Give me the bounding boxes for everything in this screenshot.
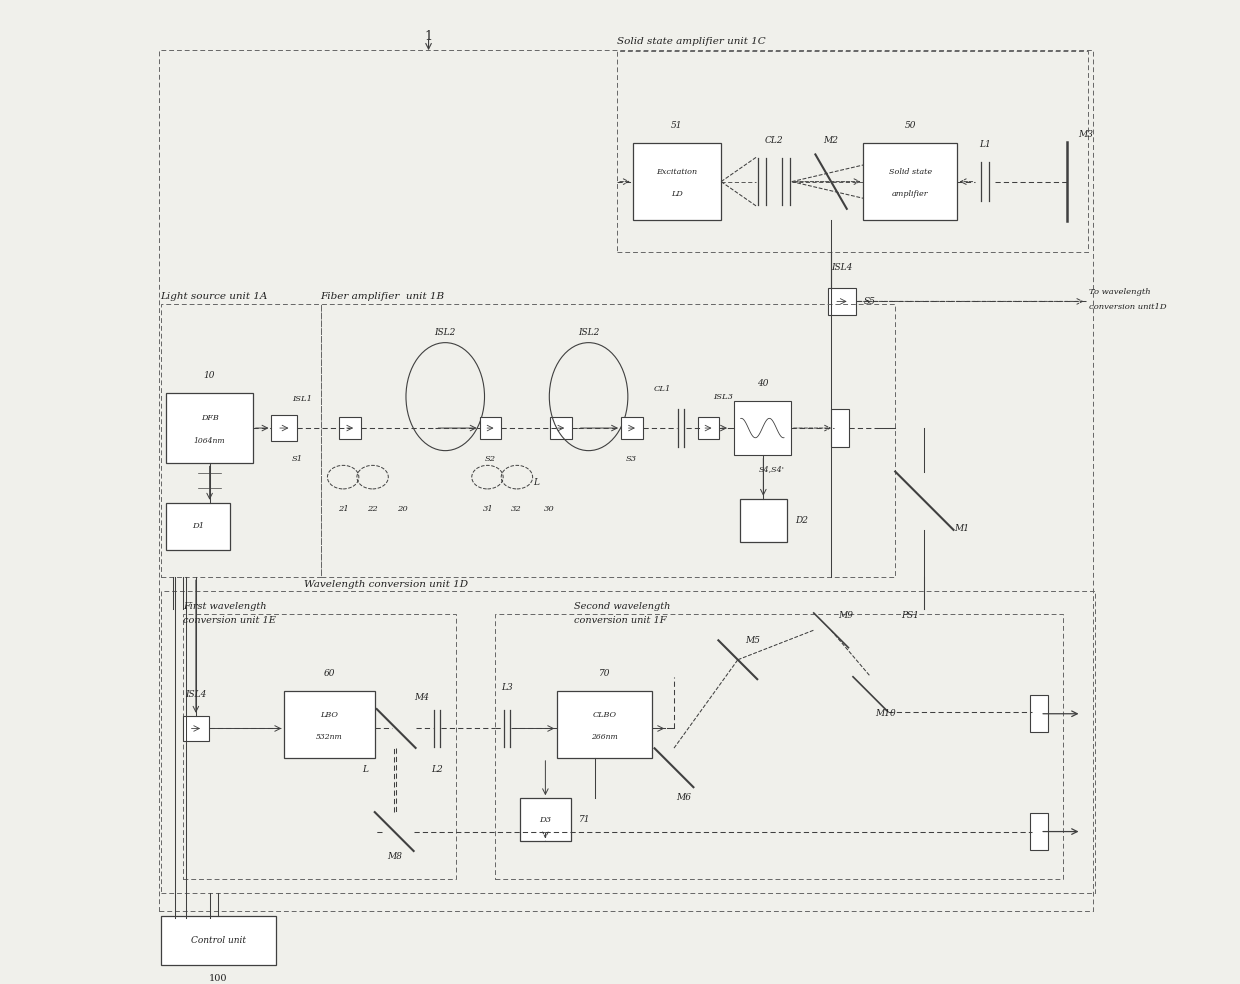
Bar — [698, 417, 719, 439]
Bar — [160, 304, 321, 578]
Text: 60: 60 — [324, 669, 335, 678]
Text: M4: M4 — [414, 693, 429, 702]
Bar — [340, 417, 361, 439]
Text: DFB: DFB — [201, 414, 218, 422]
Bar — [831, 409, 848, 447]
Text: To wavelength: To wavelength — [1089, 287, 1151, 295]
Text: 40: 40 — [756, 380, 768, 389]
Text: L2: L2 — [432, 766, 443, 774]
Bar — [284, 691, 374, 758]
Text: L1: L1 — [980, 140, 991, 149]
Text: 70: 70 — [599, 669, 610, 678]
Text: PS1: PS1 — [900, 611, 919, 620]
Bar — [740, 499, 787, 542]
Bar — [621, 417, 642, 439]
Text: 100: 100 — [210, 974, 228, 983]
Text: conversion unit 1E: conversion unit 1E — [184, 616, 277, 625]
Text: ISL4: ISL4 — [831, 263, 853, 272]
Text: 32: 32 — [511, 505, 521, 513]
Text: 10: 10 — [203, 371, 216, 380]
Text: Excitation: Excitation — [656, 168, 698, 176]
Text: CLBO: CLBO — [593, 710, 616, 718]
Bar — [184, 614, 456, 879]
Text: 1064nm: 1064nm — [193, 437, 226, 445]
Text: 51: 51 — [671, 121, 683, 130]
Text: amplifier: amplifier — [892, 190, 929, 199]
Bar — [159, 50, 1094, 911]
Text: First wavelength: First wavelength — [184, 602, 267, 611]
Text: Wavelength conversion unit 1D: Wavelength conversion unit 1D — [304, 580, 467, 588]
Bar — [734, 401, 791, 455]
Text: S5: S5 — [863, 297, 875, 306]
Text: Solid state amplifier unit 1C: Solid state amplifier unit 1C — [618, 36, 766, 45]
Text: ISL4: ISL4 — [185, 690, 207, 699]
Bar — [166, 393, 253, 463]
Bar — [632, 144, 722, 219]
Bar — [557, 691, 652, 758]
Text: 22: 22 — [367, 505, 378, 513]
Text: S1: S1 — [293, 456, 304, 463]
Text: 31: 31 — [484, 505, 494, 513]
Text: M5: M5 — [745, 636, 760, 645]
Bar — [160, 916, 277, 965]
Text: LD: LD — [671, 190, 683, 199]
Text: CL2: CL2 — [765, 136, 784, 145]
Bar — [618, 51, 1089, 252]
Text: M6: M6 — [676, 793, 692, 802]
Text: ISL3: ISL3 — [713, 393, 733, 400]
Text: ISL1: ISL1 — [293, 395, 312, 402]
Bar — [520, 798, 570, 841]
Text: Second wavelength: Second wavelength — [574, 602, 671, 611]
Bar — [160, 591, 1095, 893]
Bar — [184, 715, 208, 741]
Bar — [321, 304, 895, 578]
Text: CL1: CL1 — [653, 385, 671, 393]
Text: M2: M2 — [823, 136, 838, 145]
Text: M9: M9 — [838, 611, 853, 620]
Text: Control unit: Control unit — [191, 936, 246, 945]
Bar — [828, 287, 856, 315]
Text: Solid state: Solid state — [889, 168, 931, 176]
Text: conversion unit1D: conversion unit1D — [1089, 303, 1167, 311]
Text: D3: D3 — [539, 816, 552, 824]
Bar — [480, 417, 501, 439]
Text: ISL2: ISL2 — [434, 329, 456, 338]
Text: 20: 20 — [397, 505, 408, 513]
Text: L3: L3 — [501, 683, 513, 692]
Text: D2: D2 — [795, 516, 807, 524]
Text: S3: S3 — [626, 456, 637, 463]
Text: 71: 71 — [579, 816, 590, 825]
Bar — [1030, 813, 1048, 850]
Text: M3: M3 — [1079, 130, 1094, 139]
Bar — [1030, 695, 1048, 732]
Text: 50: 50 — [904, 121, 916, 130]
Text: ISL2: ISL2 — [578, 329, 599, 338]
Bar — [272, 415, 298, 441]
Text: 266nm: 266nm — [591, 733, 619, 741]
Text: 532nm: 532nm — [316, 733, 342, 741]
Text: D1: D1 — [192, 523, 205, 530]
Text: 1: 1 — [424, 30, 433, 43]
Bar — [863, 144, 957, 219]
Bar — [495, 614, 1063, 879]
Text: S2: S2 — [485, 456, 496, 463]
Text: LBO: LBO — [320, 710, 339, 718]
Text: L: L — [362, 766, 368, 774]
Bar — [551, 417, 572, 439]
Text: L: L — [533, 477, 539, 486]
Text: 30: 30 — [544, 505, 554, 513]
Text: S4,S4': S4,S4' — [759, 465, 785, 473]
Text: Light source unit 1A: Light source unit 1A — [160, 292, 268, 301]
Text: M10: M10 — [874, 709, 895, 718]
Text: conversion unit 1F: conversion unit 1F — [574, 616, 666, 625]
Text: M8: M8 — [387, 851, 402, 861]
Text: Fiber amplifier  unit 1B: Fiber amplifier unit 1B — [321, 292, 445, 301]
Bar — [166, 503, 231, 550]
Text: 21: 21 — [337, 505, 348, 513]
Text: M1: M1 — [954, 523, 968, 532]
